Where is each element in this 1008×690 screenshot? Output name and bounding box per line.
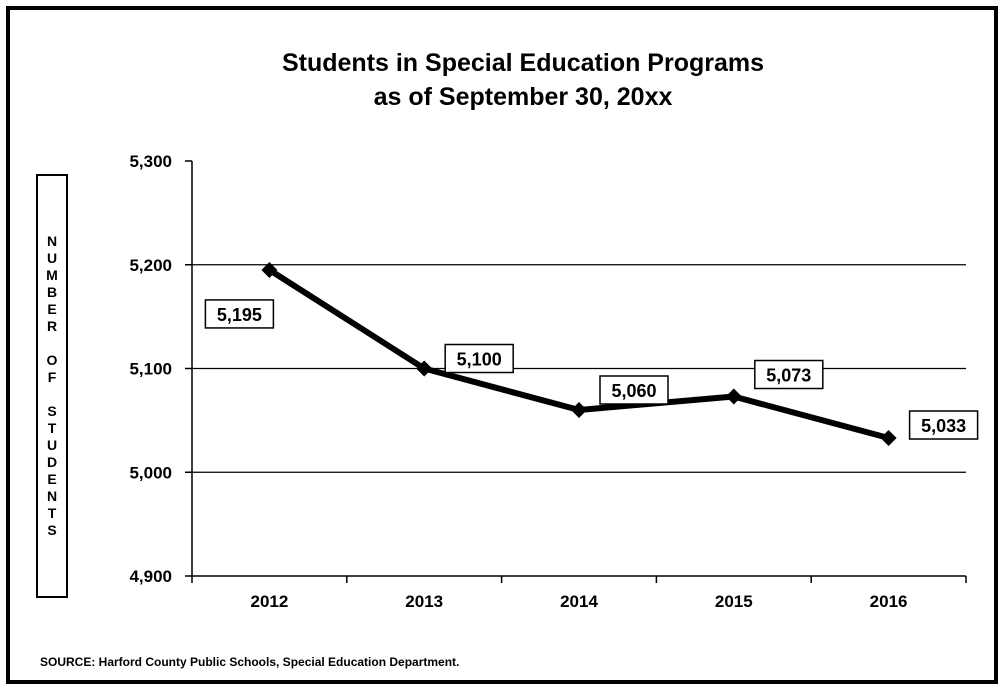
y-tick-labels: 4,900 5,000 5,100 5,200 5,300 [129,152,172,586]
y-tick-label: 5,100 [129,360,172,379]
y-axis-label-letter: E [47,301,57,317]
data-point-marker [725,388,742,405]
y-axis-label-letter: M [46,267,58,283]
data-label-box [908,410,979,440]
y-axis-label-letter: N [46,488,58,504]
axes [185,160,967,583]
chart-title: Students in Special Education Programs a… [0,46,1008,114]
data-point-marker [571,402,587,418]
chart-title-line1: Students in Special Education Programs [281,49,765,77]
y-axis-label-letter: S [47,403,57,419]
data-point-marker [416,360,433,377]
data-label-text: 5,033 [921,416,966,436]
data-label-box [444,343,514,374]
y-axis-label-letter: U [46,250,58,266]
x-tick-label: 2016 [870,592,908,611]
data-label: 5,033 [908,410,979,440]
y-axis-label-letter: R [46,318,58,334]
data-label-text: 5,060 [611,381,656,401]
y-tick-label: 4,900 [129,567,172,586]
y-tick-label: 5,300 [129,152,172,171]
y-axis-label-letter: T [47,505,57,521]
data-labels: 5,195 5,100 5,060 5,073 5,033 [204,299,979,440]
x-tick-label: 2015 [715,592,753,611]
gridlines [192,264,966,473]
data-label: 5,100 [444,343,514,374]
series [261,261,897,447]
y-axis-label-letter: T [47,420,57,436]
y-tick-label: 5,000 [129,463,172,482]
y-axis-label-letter: S [47,522,57,538]
y-axis-label-letter: O [46,352,58,368]
y-axis-label-letter: E [47,471,57,487]
x-tick-label: 2013 [405,592,443,611]
data-label-box [204,299,275,329]
data-label-text: 5,100 [457,350,502,370]
chart-subtitle: as of September 30, 20xx [373,83,673,111]
x-tick-label: 2014 [560,592,598,611]
data-label: 5,195 [204,299,275,329]
data-label: 5,073 [754,359,824,390]
x-tick-labels: 2012 2013 2014 2015 2016 [250,592,907,611]
data-label-box [599,375,669,405]
data-label-text: 5,195 [217,305,262,325]
y-axis-label-letter: D [46,454,58,470]
data-label-text: 5,073 [766,366,811,386]
data-point-marker [261,261,278,278]
y-axis-label-letter: N [46,233,58,249]
source-note: SOURCE: Harford County Public Schools, S… [40,655,460,669]
x-tick-label: 2012 [250,592,288,611]
y-axis-label-letter: B [46,284,58,300]
y-axis-label-letter: U [46,437,58,453]
data-label: 5,060 [599,375,669,405]
data-point-marker [880,430,897,447]
data-label-box [754,359,824,390]
y-tick-label: 5,200 [129,256,172,275]
y-axis-label-letter: F [47,369,57,385]
